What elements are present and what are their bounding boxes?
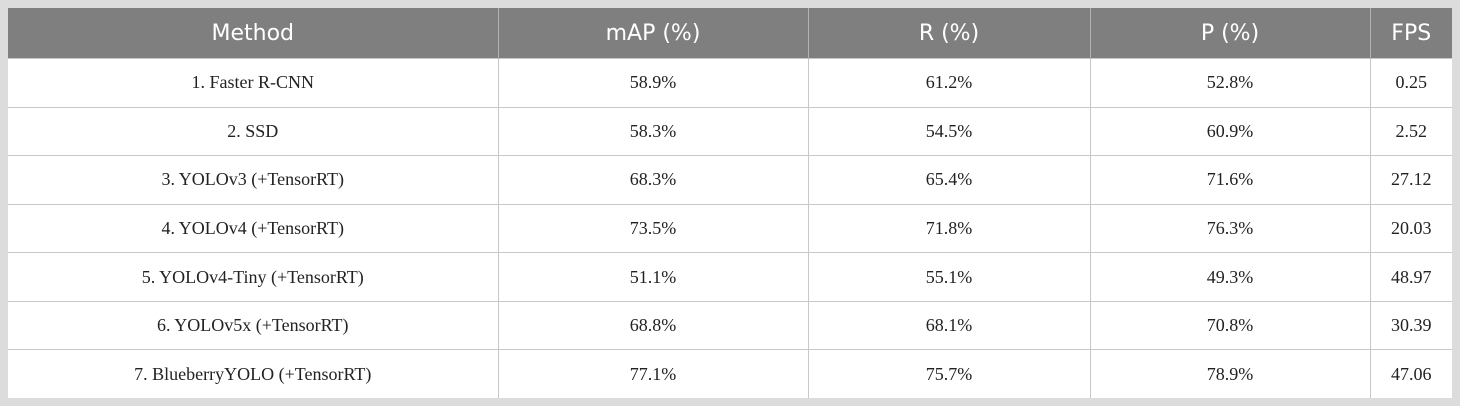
table-row: 4. YOLOv4 (+TensorRT) 73.5% 71.8% 76.3% … — [8, 203, 1452, 253]
cell-map: 77.1% — [498, 349, 809, 398]
cell-precision: 70.8% — [1090, 300, 1371, 350]
cell-fps: 48.97 — [1370, 252, 1452, 302]
results-table: Method mAP (%) R (%) P (%) FPS 1. Faster… — [8, 8, 1452, 398]
table-row: 3. YOLOv3 (+TensorRT) 68.3% 65.4% 71.6% … — [8, 155, 1452, 205]
cell-precision: 52.8% — [1090, 58, 1371, 108]
cell-precision: 49.3% — [1090, 252, 1371, 302]
cell-recall: 61.2% — [808, 58, 1091, 108]
header-row: Method mAP (%) R (%) P (%) FPS — [8, 8, 1452, 59]
cell-method: 1. Faster R-CNN — [8, 58, 499, 108]
cell-fps: 27.12 — [1370, 155, 1452, 205]
table-row: 1. Faster R-CNN 58.9% 61.2% 52.8% 0.25 — [8, 58, 1452, 108]
cell-recall: 68.1% — [808, 300, 1091, 350]
cell-map: 58.3% — [498, 106, 809, 156]
table-row: 5. YOLOv4-Tiny (+TensorRT) 51.1% 55.1% 4… — [8, 252, 1452, 302]
cell-recall: 65.4% — [808, 155, 1091, 205]
cell-method: 5. YOLOv4-Tiny (+TensorRT) — [8, 252, 499, 302]
cell-precision: 71.6% — [1090, 155, 1371, 205]
cell-precision: 78.9% — [1090, 349, 1371, 398]
cell-map: 68.8% — [498, 300, 809, 350]
header-fps: FPS — [1370, 8, 1452, 59]
cell-fps: 2.52 — [1370, 106, 1452, 156]
cell-method: 2. SSD — [8, 106, 499, 156]
cell-map: 51.1% — [498, 252, 809, 302]
table-row: 7. BlueberryYOLO (+TensorRT) 77.1% 75.7%… — [8, 349, 1452, 398]
cell-map: 68.3% — [498, 155, 809, 205]
cell-precision: 76.3% — [1090, 203, 1371, 253]
cell-map: 73.5% — [498, 203, 809, 253]
cell-fps: 30.39 — [1370, 300, 1452, 350]
cell-method: 6. YOLOv5x (+TensorRT) — [8, 300, 499, 350]
cell-method: 7. BlueberryYOLO (+TensorRT) — [8, 349, 499, 398]
cell-method: 3. YOLOv3 (+TensorRT) — [8, 155, 499, 205]
cell-fps: 47.06 — [1370, 349, 1452, 398]
cell-recall: 54.5% — [808, 106, 1091, 156]
table-row: 6. YOLOv5x (+TensorRT) 68.8% 68.1% 70.8%… — [8, 300, 1452, 350]
cell-method: 4. YOLOv4 (+TensorRT) — [8, 203, 499, 253]
cell-fps: 20.03 — [1370, 203, 1452, 253]
header-precision: P (%) — [1090, 8, 1371, 59]
cell-recall: 75.7% — [808, 349, 1091, 398]
header-method: Method — [8, 8, 499, 59]
cell-recall: 71.8% — [808, 203, 1091, 253]
cell-precision: 60.9% — [1090, 106, 1371, 156]
cell-recall: 55.1% — [808, 252, 1091, 302]
table-row: 2. SSD 58.3% 54.5% 60.9% 2.52 — [8, 106, 1452, 156]
cell-map: 58.9% — [498, 58, 809, 108]
header-map: mAP (%) — [498, 8, 809, 59]
header-recall: R (%) — [808, 8, 1091, 59]
cell-fps: 0.25 — [1370, 58, 1452, 108]
